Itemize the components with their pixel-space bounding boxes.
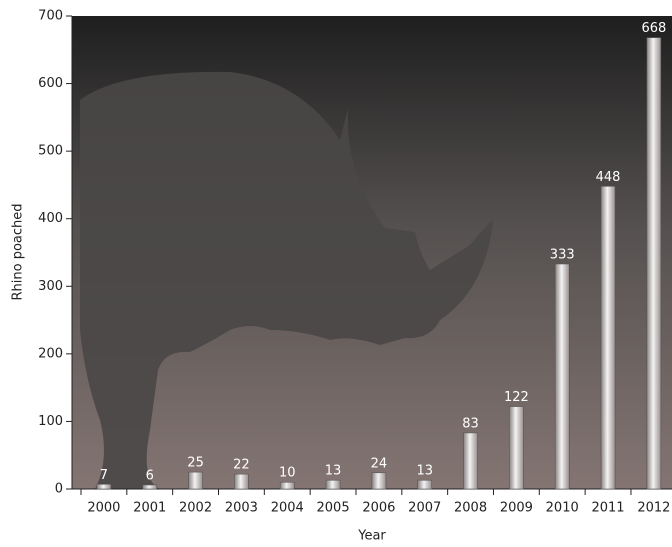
bar bbox=[96, 483, 112, 490]
x-tick-label: 2007 bbox=[408, 501, 441, 516]
value-label: 22 bbox=[233, 458, 250, 473]
bar bbox=[188, 471, 203, 490]
y-tick-label: 300 bbox=[38, 279, 63, 294]
y-tick-label: 0 bbox=[55, 482, 63, 497]
x-tick-label: 2000 bbox=[87, 501, 120, 516]
value-label: 13 bbox=[325, 464, 342, 479]
bar bbox=[600, 185, 616, 490]
x-tick-label: 2011 bbox=[591, 501, 624, 516]
rhino-silhouette bbox=[80, 71, 494, 489]
bar bbox=[142, 484, 158, 490]
value-label: 448 bbox=[596, 170, 621, 185]
y-tick-label: 500 bbox=[38, 144, 63, 159]
x-tick-label: 2008 bbox=[454, 501, 487, 516]
x-tick-label: 2003 bbox=[225, 501, 258, 516]
bar bbox=[646, 37, 662, 490]
bar bbox=[234, 473, 249, 490]
bar bbox=[279, 481, 295, 490]
value-label: 668 bbox=[641, 21, 666, 36]
x-tick-label: 2010 bbox=[546, 501, 579, 516]
value-label: 7 bbox=[100, 468, 108, 483]
x-tick-label: 2004 bbox=[271, 501, 304, 516]
y-axis-label: Rhino poached bbox=[11, 203, 26, 300]
y-tick-label: 400 bbox=[38, 211, 63, 226]
value-label: 122 bbox=[504, 390, 529, 405]
bar bbox=[371, 472, 387, 490]
y-tick-label: 600 bbox=[38, 76, 63, 91]
x-tick-label: 2012 bbox=[637, 501, 670, 516]
bar bbox=[325, 479, 341, 490]
x-tick-label: 2001 bbox=[133, 501, 166, 516]
value-label: 13 bbox=[416, 464, 433, 479]
bar bbox=[463, 432, 478, 490]
x-tick-label: 2009 bbox=[500, 501, 533, 516]
y-tick-label: 200 bbox=[38, 346, 63, 361]
y-tick-label: 700 bbox=[38, 9, 63, 24]
bar bbox=[509, 406, 524, 490]
x-tick-label: 2005 bbox=[317, 501, 350, 516]
value-label: 24 bbox=[371, 456, 388, 471]
x-axis-label: Year bbox=[357, 529, 386, 544]
value-label: 333 bbox=[550, 247, 575, 262]
value-label: 83 bbox=[462, 416, 479, 431]
value-label: 10 bbox=[279, 466, 296, 481]
value-label: 25 bbox=[187, 456, 204, 471]
y-tick-label: 100 bbox=[38, 414, 63, 429]
value-label: 6 bbox=[146, 468, 154, 483]
x-tick-label: 2002 bbox=[179, 501, 212, 516]
bar bbox=[417, 479, 433, 490]
bar bbox=[554, 263, 570, 490]
x-tick-label: 2006 bbox=[362, 501, 395, 516]
